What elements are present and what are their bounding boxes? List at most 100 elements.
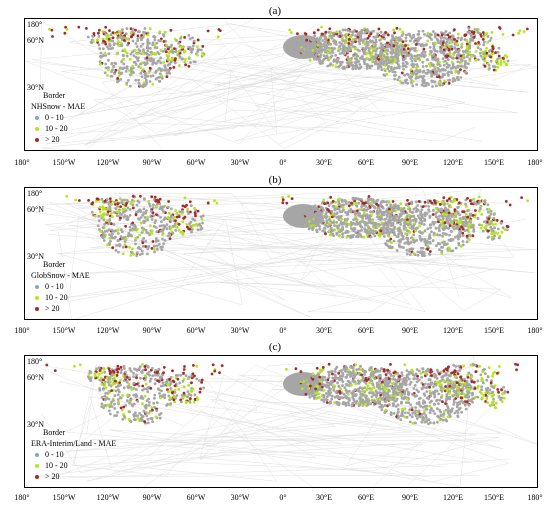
station-dot	[350, 234, 354, 237]
station-dot	[147, 412, 151, 415]
station-dot	[483, 201, 487, 205]
station-dot	[375, 212, 379, 216]
station-dot	[439, 36, 443, 40]
station-dot	[416, 209, 420, 212]
station-dot	[356, 229, 360, 233]
station-dot	[405, 248, 409, 252]
station-dot	[455, 220, 459, 224]
station-dot	[158, 416, 162, 420]
station-dot	[331, 212, 335, 216]
station-dot	[402, 207, 406, 210]
x-tick-label: 180°	[527, 326, 543, 335]
station-dot	[114, 207, 118, 210]
station-dot	[465, 42, 469, 46]
station-dot	[129, 35, 133, 39]
station-dot	[345, 33, 348, 37]
station-dot	[378, 373, 382, 377]
station-dot	[383, 388, 387, 392]
station-dot	[183, 215, 187, 219]
station-dot	[191, 217, 195, 221]
station-dot	[348, 61, 351, 65]
station-dot	[493, 65, 497, 69]
station-dot	[186, 207, 190, 211]
station-dot	[128, 208, 132, 211]
station-dot	[322, 54, 326, 57]
station-dot	[429, 250, 432, 253]
station-dot	[395, 36, 398, 39]
station-dot	[367, 34, 371, 38]
station-dot	[101, 37, 105, 41]
station-dot	[319, 42, 323, 45]
station-dot	[110, 389, 113, 392]
station-dot	[393, 40, 397, 44]
station-dot	[122, 374, 125, 378]
station-dot	[115, 414, 119, 417]
station-dot	[159, 216, 162, 219]
station-dot	[323, 40, 327, 44]
station-dot	[450, 221, 454, 225]
station-dot	[153, 405, 157, 409]
station-dot	[482, 35, 485, 38]
station-dot	[373, 55, 377, 59]
station-dot	[141, 241, 145, 245]
station-dot	[114, 68, 118, 72]
station-dot	[383, 67, 386, 71]
station-dot	[105, 34, 109, 38]
station-dot	[378, 234, 382, 238]
station-dot	[165, 227, 169, 231]
station-dot	[98, 369, 102, 372]
station-dot	[369, 378, 373, 382]
station-dot	[389, 374, 393, 377]
station-dot	[334, 200, 337, 204]
station-dot	[436, 420, 439, 424]
station-dot	[359, 56, 362, 60]
station-dot	[169, 219, 172, 222]
station-dot	[169, 28, 173, 32]
station-dot	[168, 234, 172, 238]
station-dot	[364, 223, 367, 227]
station-dot	[468, 223, 472, 227]
station-dot	[348, 222, 351, 226]
station-dot	[434, 226, 438, 230]
station-dot	[98, 388, 102, 392]
station-dot	[471, 38, 474, 41]
station-dot	[449, 249, 453, 253]
station-dot	[188, 222, 192, 226]
station-dot	[362, 60, 366, 64]
station-dot	[116, 36, 120, 40]
station-dot	[145, 252, 149, 256]
station-dot	[121, 58, 125, 61]
station-dot	[116, 370, 120, 374]
y-tick-label: 60°N	[27, 36, 44, 45]
x-tick-label: 30°W	[230, 326, 250, 335]
station-dot	[123, 243, 127, 246]
country-border	[163, 213, 475, 267]
station-dot	[439, 42, 443, 46]
station-dot	[440, 200, 444, 204]
station-dot	[131, 27, 135, 31]
station-dot	[181, 45, 184, 49]
station-dot	[489, 59, 493, 63]
station-dot	[357, 371, 361, 375]
station-dot	[127, 233, 131, 236]
station-dot	[356, 48, 360, 52]
station-dot	[360, 235, 363, 239]
station-dot	[290, 197, 294, 200]
station-dot	[99, 51, 103, 55]
station-dot	[113, 200, 116, 204]
station-dot	[349, 365, 352, 369]
station-dot	[145, 209, 148, 213]
x-tick-row: 180° 150°W 120°W 90°W 60°W 30°W 0° 30°E 60°E 90°E…	[0, 158, 550, 168]
station-dot	[331, 376, 335, 380]
station-dot	[365, 64, 369, 68]
station-dot	[351, 396, 354, 399]
station-dot	[457, 49, 461, 52]
station-dot	[122, 211, 125, 214]
station-dot	[412, 251, 415, 255]
country-border	[224, 22, 500, 145]
station-dot	[104, 66, 108, 70]
station-dot	[390, 241, 393, 244]
station-dot	[441, 215, 444, 219]
station-dot	[150, 406, 154, 409]
station-dot	[487, 229, 490, 233]
